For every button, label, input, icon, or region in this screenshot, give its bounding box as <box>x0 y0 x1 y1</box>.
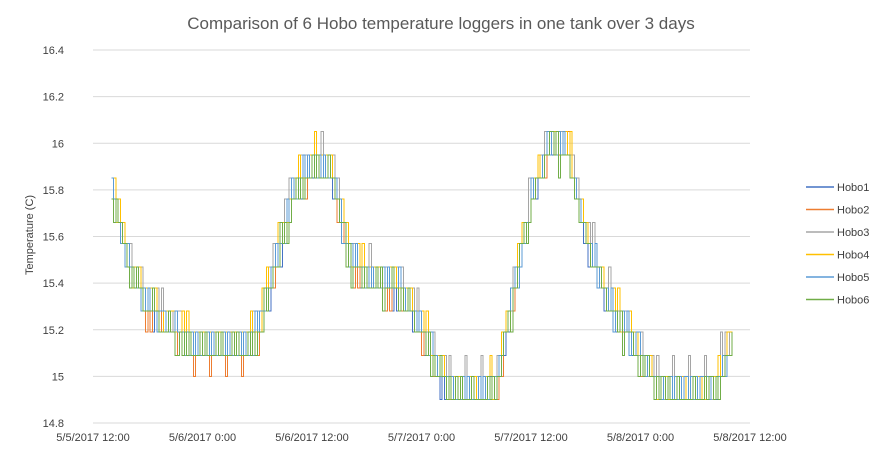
y-tick-label: 16.4 <box>43 45 64 57</box>
y-tick-label: 16 <box>52 138 64 150</box>
x-axis-ticks: 5/5/2017 12:00 5/6/2017 0:00 5/6/2017 12:0… <box>56 432 786 444</box>
y-tick-label: 14.8 <box>43 418 64 430</box>
legend-label: Hobo5 <box>837 272 869 284</box>
x-tick-label: 5/6/2017 12:00 <box>275 432 348 444</box>
series-lines <box>111 131 733 401</box>
y-tick-label: 15.6 <box>43 232 64 244</box>
y-tick-label: 15.2 <box>43 325 64 337</box>
legend-label: Hobo4 <box>837 250 869 262</box>
legend-label: Hobo3 <box>837 227 869 239</box>
x-tick-label: 5/5/2017 12:00 <box>56 432 129 444</box>
series-line-hobo1 <box>111 131 732 401</box>
y-axis-ticks: 16.4 16.2 16 15.8 15.6 15.4 15.2 15 14.8 <box>43 45 64 430</box>
x-tick-label: 5/8/2017 12:00 <box>713 432 786 444</box>
x-tick-label: 5/6/2017 0:00 <box>169 432 236 444</box>
series-line-hobo5 <box>111 131 733 401</box>
y-tick-label: 15 <box>52 371 64 383</box>
legend-label: Hobo6 <box>837 295 869 307</box>
gridlines <box>93 49 750 424</box>
x-tick-label: 5/7/2017 12:00 <box>494 432 567 444</box>
series-line-hobo4 <box>111 131 733 401</box>
chart-title: Comparison of 6 Hobo temperature loggers… <box>187 14 694 33</box>
y-tick-label: 15.4 <box>43 278 64 290</box>
series-line-hobo6 <box>111 131 733 401</box>
series-line-hobo3 <box>111 131 732 401</box>
legend-label: Hobo2 <box>837 205 869 217</box>
y-tick-label: 15.8 <box>43 185 64 197</box>
legend: Hobo1 Hobo2 Hobo3 Hobo4 Hobo5 Hobo6 <box>806 182 869 307</box>
x-tick-label: 5/7/2017 0:00 <box>388 432 455 444</box>
y-tick-label: 16.2 <box>43 92 64 104</box>
y-axis-title: Temperature (C) <box>24 195 36 275</box>
x-tick-label: 5/8/2017 0:00 <box>607 432 674 444</box>
legend-label: Hobo1 <box>837 182 869 194</box>
series-line-hobo2 <box>111 131 733 401</box>
